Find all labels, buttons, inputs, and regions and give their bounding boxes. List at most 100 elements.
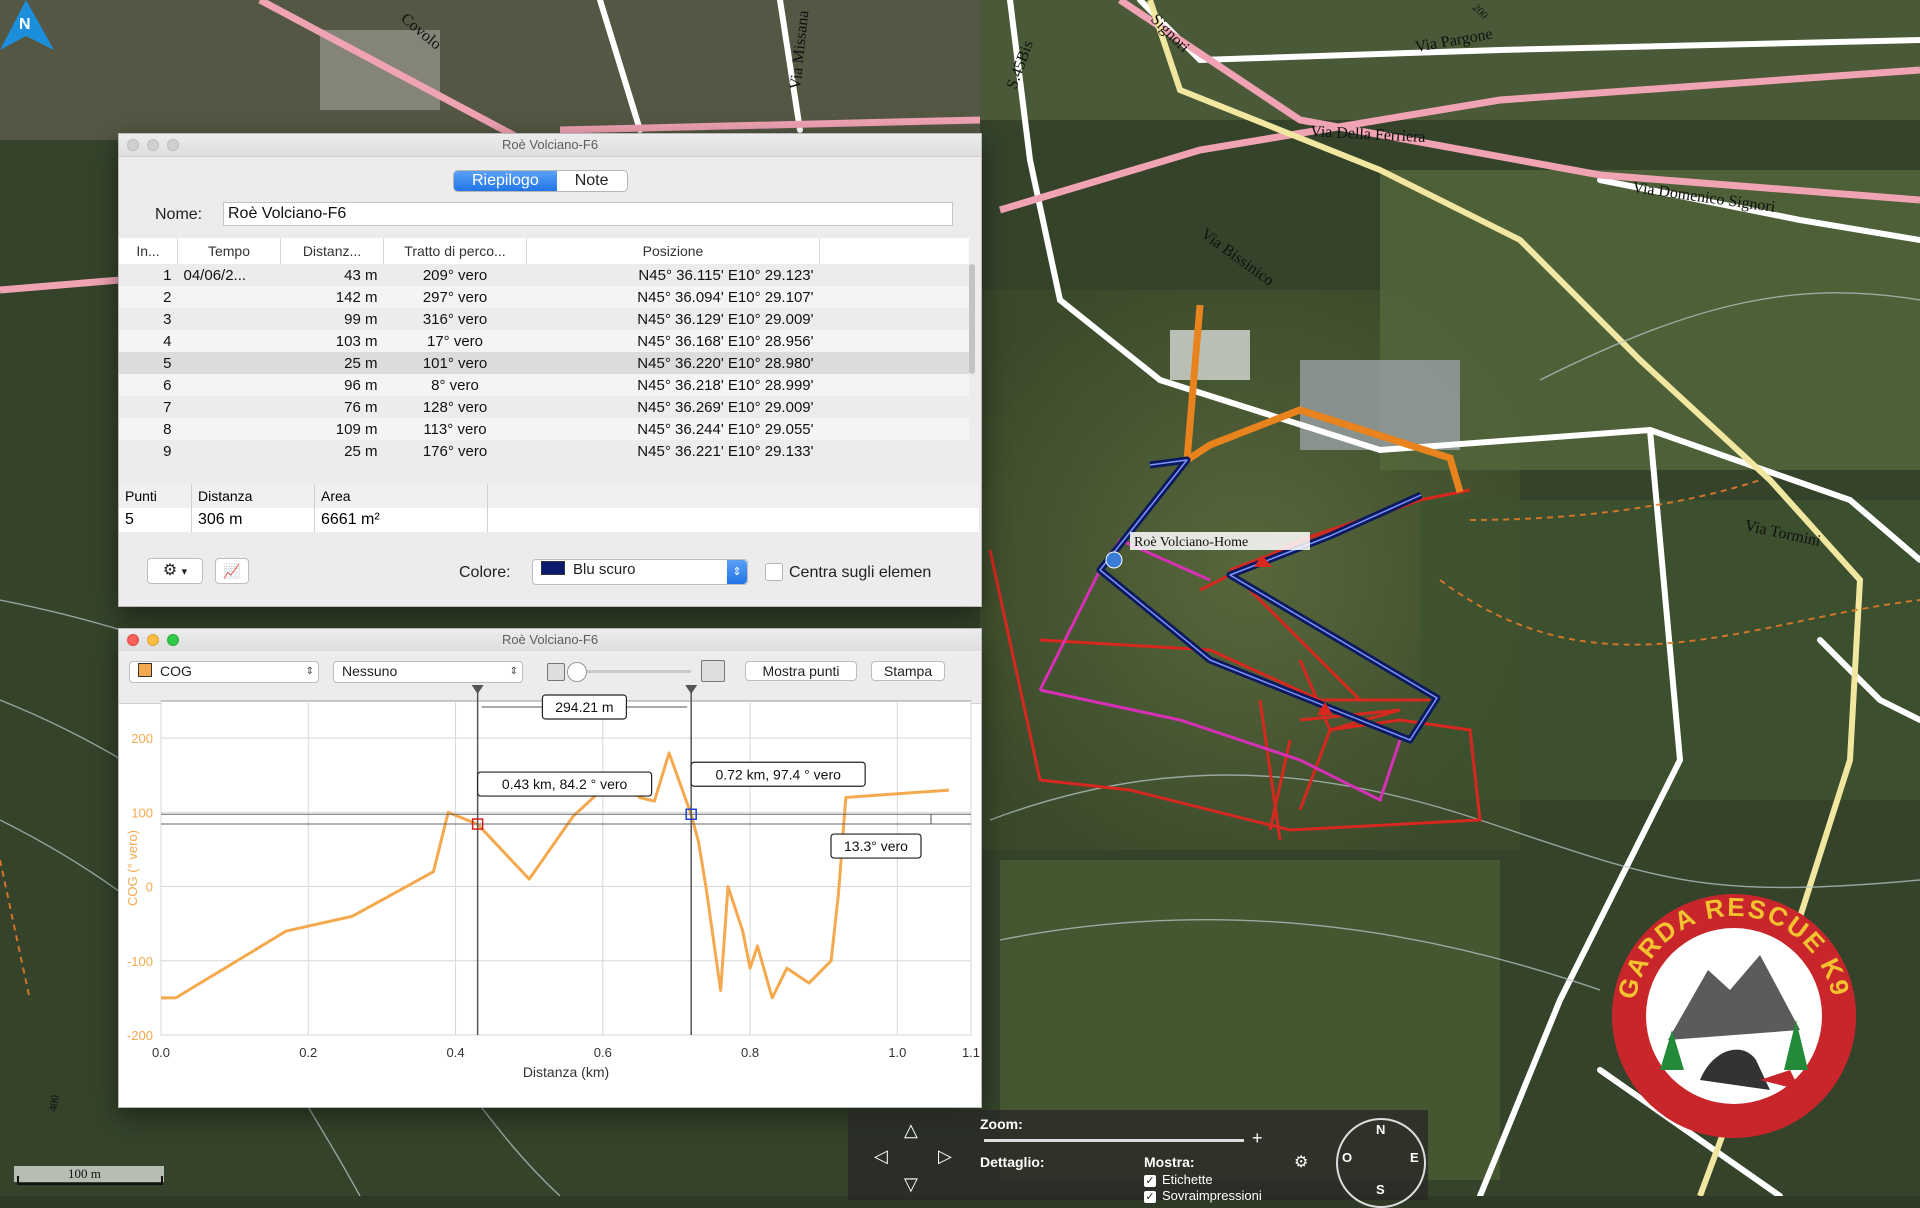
show-label: Mostra: [1144, 1154, 1195, 1170]
table-row[interactable]: 1 04/06/2... 43 m 209° vero N45° 36.115' E10… [119, 264, 969, 286]
red-arrow-marker [1254, 555, 1272, 567]
graph-window-title: Roè Volciano-F6 [501, 632, 599, 647]
summary-points: 5 [119, 508, 192, 532]
minimize-button[interactable] [147, 139, 159, 151]
row-index: 5 [119, 352, 178, 374]
name-field[interactable]: Roè Volciano-F6 [223, 202, 953, 226]
table-row[interactable]: 5 25 m 101° vero N45° 36.220' E10° 28.980' [119, 352, 969, 374]
secondary-series-select[interactable]: Nessuno ⇕ [333, 661, 523, 683]
pan-up-icon[interactable]: △ [904, 1120, 918, 1140]
primary-series-select[interactable]: COG ⇕ [129, 661, 319, 683]
column-header-position[interactable]: Posizione [526, 238, 820, 264]
row-time [177, 418, 281, 440]
x-tick-label: 0.2 [299, 1045, 317, 1060]
row-position: N45° 36.115' E10° 29.123' [638, 266, 814, 284]
cursor-b-label-box [690, 761, 866, 787]
home-marker[interactable] [1105, 551, 1123, 569]
row-position: N45° 36.221' E10° 29.133' [637, 442, 814, 460]
plot-area [160, 700, 972, 1036]
row-distance: 99 m [344, 310, 378, 328]
zoom-slider-knob[interactable] [567, 662, 587, 682]
labels-checkbox-row[interactable]: ✓ Etichette [1144, 1172, 1213, 1187]
table-row[interactable]: 8 109 m 113° vero N45° 36.244' E10° 29.055' [119, 418, 969, 440]
pan-left-icon[interactable]: ◁ [874, 1146, 888, 1166]
show-points-button[interactable]: Mostra punti [745, 661, 857, 681]
summary-area: 6661 m² [314, 508, 488, 532]
table-row[interactable]: 6 96 m 8° vero N45° 36.218' E10° 28.999' [119, 374, 969, 396]
table-row[interactable]: 9 25 m 176° vero N45° 36.221' E10° 29.133' [119, 440, 969, 462]
route-window: Roè Volciano-F6 Riepilogo Note Nome: Roè… [118, 133, 982, 607]
pan-right-icon[interactable]: ▷ [938, 1146, 952, 1166]
row-distance: 103 m [280, 330, 384, 352]
map-zoom-slider[interactable] [984, 1139, 1244, 1142]
table-row[interactable]: 7 76 m 128° vero N45° 36.269' E10° 29.009' [119, 396, 969, 418]
close-button[interactable] [127, 139, 139, 151]
north-label: N [19, 16, 31, 33]
column-header-time[interactable]: Tempo [177, 238, 281, 264]
row-course: 17° vero [383, 330, 527, 352]
zoom-plus-icon[interactable]: + [1252, 1128, 1263, 1148]
minimize-button[interactable] [147, 634, 159, 646]
cog-series-line [161, 751, 950, 1000]
column-header-course[interactable]: Tratto di perco... [383, 238, 527, 264]
summary-header-distance: Distanza [191, 484, 315, 508]
cursor-a-label-box [477, 771, 653, 797]
row-course: 113° vero [383, 418, 527, 440]
cog-chart[interactable]: 200 100 0 -100 -200 0.0 0.2 0.4 0.6 0.8 1.0 1.1 Di… [119, 685, 981, 1105]
row-course: 101° vero [383, 352, 527, 374]
north-arrow-icon[interactable]: N [0, 0, 54, 50]
close-button[interactable] [127, 634, 139, 646]
color-select[interactable]: Blu scuro ⇕ [532, 559, 748, 585]
route-window-titlebar[interactable]: Roè Volciano-F6 [119, 134, 981, 157]
color-label: Colore: [459, 564, 511, 581]
row-filler [820, 396, 970, 418]
gear-icon[interactable]: ⚙ [1294, 1154, 1309, 1171]
chevron-updown-icon: ⇕ [305, 666, 314, 677]
row-time [178, 440, 281, 462]
row-position: N45° 36.129' E10° 29.009' [637, 310, 814, 328]
action-menu-button[interactable]: ⚙ ▾ [147, 558, 203, 584]
view-segmented-control: Riepilogo Note [453, 170, 628, 192]
table-scrollbar[interactable] [969, 264, 975, 374]
row-position: N45° 36.218' E10° 28.999' [526, 374, 820, 396]
labels-checkbox-label: Etichette [1162, 1172, 1213, 1187]
span-label-box [541, 694, 628, 720]
series-color-swatch [138, 663, 152, 677]
x-tick-label: 0.0 [152, 1045, 170, 1060]
checkmark-icon: ✓ [1144, 1191, 1156, 1203]
compass-icon[interactable]: N E O S [1336, 1118, 1426, 1208]
zoom-slider-track[interactable] [571, 670, 691, 673]
tab-note[interactable]: Note [556, 171, 627, 191]
row-distance: 76 m [344, 398, 378, 416]
print-button[interactable]: Stampa [871, 661, 945, 681]
yellow-road [1147, 0, 1864, 1196]
summary-header-points: Punti [119, 484, 192, 508]
zoom-out-icon[interactable] [547, 663, 565, 681]
delta-label: 13.3° vero [844, 838, 908, 854]
center-checkbox[interactable] [765, 563, 783, 581]
tab-riepilogo[interactable]: Riepilogo [454, 171, 557, 191]
graph-window-titlebar[interactable]: Roè Volciano-F6 [119, 629, 981, 652]
zoom-in-icon[interactable] [701, 660, 725, 682]
row-filler [819, 330, 969, 352]
row-index: 8 [119, 418, 178, 440]
zoom-button[interactable] [167, 139, 179, 151]
row-distance: 96 m [280, 374, 384, 396]
table-row[interactable]: 4 103 m 17° vero N45° 36.168' E10° 28.956' [119, 330, 969, 352]
cursor-b-marker [685, 808, 697, 821]
table-row[interactable]: 3 99 m 316° vero N45° 36.129' E10° 29.009' [119, 308, 969, 330]
row-index: 2 [119, 286, 178, 308]
column-header-distance[interactable]: Distanz... [280, 238, 384, 264]
zoom-button[interactable] [167, 634, 179, 646]
row-time [177, 352, 281, 374]
column-header-index[interactable]: In... [119, 238, 178, 264]
chevron-updown-icon: ⇕ [727, 560, 747, 584]
table-row[interactable]: 2 142 m 297° vero N45° 36.094' E10° 29.107' [119, 286, 969, 308]
graph-button[interactable]: 📈 [215, 558, 249, 584]
row-filler [819, 374, 969, 396]
route-window-title: Roè Volciano-F6 [501, 137, 599, 152]
row-position: N45° 36.168' E10° 28.956' [526, 330, 820, 352]
pan-down-icon[interactable]: ▽ [904, 1174, 918, 1194]
delta-label-box [830, 833, 922, 859]
row-index: 4 [119, 330, 178, 352]
